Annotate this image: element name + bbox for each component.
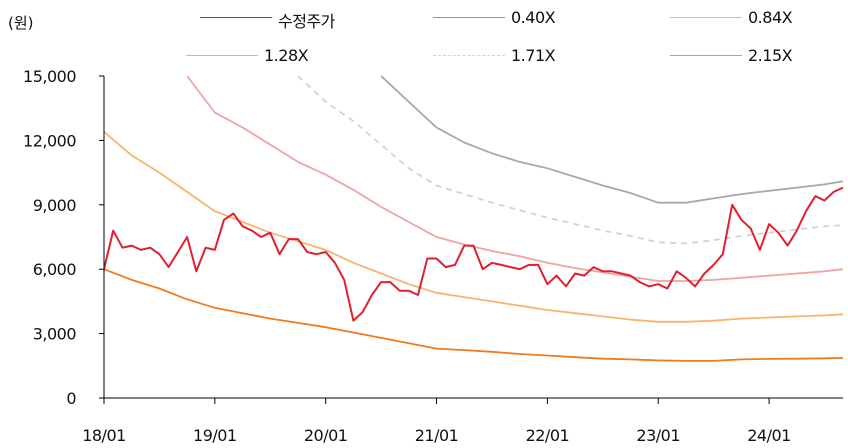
y-tick-label-4: 12,000	[23, 131, 76, 150]
x-tick-label-6: 24/01	[747, 426, 791, 445]
legend-swatch-series-2	[670, 17, 742, 18]
legend-swatch-series-1	[433, 17, 505, 18]
x-tick-label-4: 22/01	[526, 426, 570, 445]
y-unit-label: (원)	[8, 14, 34, 32]
legend-swatch-series-3	[186, 55, 258, 56]
legend-label-series-3: 1.28X	[264, 46, 309, 65]
series-line-2	[104, 131, 844, 323]
x-tick-label-0: 18/01	[82, 426, 126, 445]
legend-label-series-2: 0.84X	[748, 8, 793, 27]
y-tick-label-5: 15,000	[23, 67, 76, 86]
series-line-3	[186, 75, 844, 282]
y-tick-label-3: 9,000	[33, 196, 77, 215]
legend-label-series-0: 수정주가	[278, 12, 335, 31]
legend-swatch-series-4	[433, 55, 505, 56]
y-tick-label-1: 3,000	[33, 325, 77, 344]
legend-swatch-series-0	[200, 17, 272, 18]
legend-swatch-series-5	[670, 55, 742, 56]
legend-label-series-4: 1.71X	[511, 46, 556, 65]
x-tick-label-1: 19/01	[193, 426, 237, 445]
y-tick-label-0: 0	[66, 389, 76, 408]
x-tick-label-2: 20/01	[304, 426, 348, 445]
legend-label-series-5: 2.15X	[748, 46, 793, 65]
x-tick-label-3: 21/01	[415, 426, 459, 445]
series-group	[104, 75, 844, 362]
series-line-4	[297, 75, 844, 245]
legend-label-series-1: 0.40X	[511, 8, 556, 27]
y-tick-label-2: 6,000	[33, 260, 77, 279]
x-tick-label-5: 23/01	[636, 426, 680, 445]
series-line-0	[104, 186, 844, 322]
series-line-5	[380, 75, 844, 204]
series-line-1	[104, 268, 844, 362]
